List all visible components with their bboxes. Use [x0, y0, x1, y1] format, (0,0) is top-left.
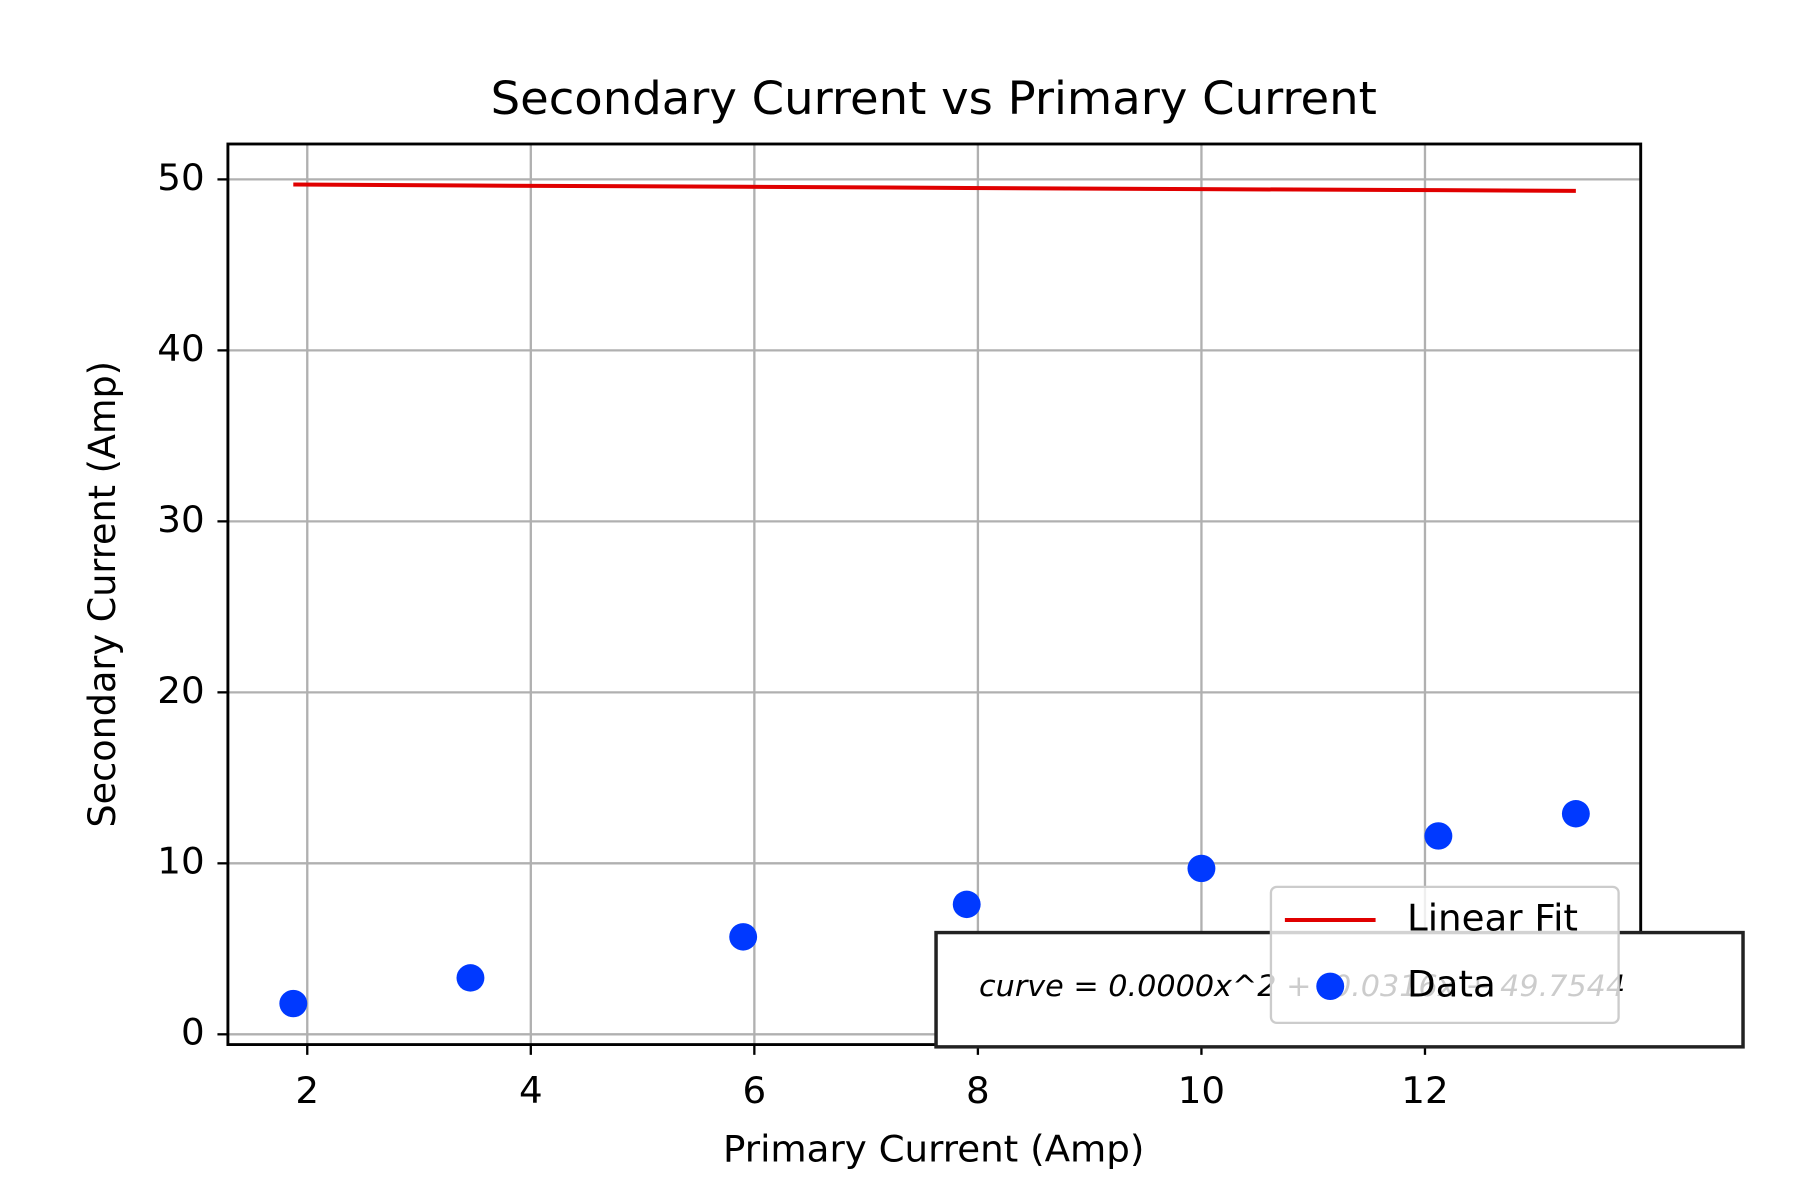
x-tick-label: 2: [295, 1069, 319, 1112]
data-point: [729, 923, 758, 951]
data-point: [456, 964, 485, 992]
legend-label: Data: [1407, 963, 1496, 1006]
y-axis-label: Secondary Current (Amp): [81, 361, 124, 827]
x-tick-label: 6: [743, 1069, 767, 1112]
x-tick-label: 10: [1178, 1069, 1225, 1112]
x-tick-label: 8: [966, 1069, 990, 1112]
y-tick-label: 10: [157, 840, 204, 883]
y-tick-label: 20: [157, 669, 204, 712]
data-point: [952, 890, 981, 919]
chart-title: Secondary Current vs Primary Current: [491, 71, 1377, 125]
y-tick-label: 50: [157, 156, 204, 199]
data-point: [1187, 854, 1216, 883]
data-point: [1561, 800, 1590, 828]
data-point: [279, 989, 308, 1018]
fit-line: [293, 182, 1576, 193]
x-axis-label: Primary Current (Amp): [723, 1128, 1144, 1171]
data-point: [1424, 822, 1453, 850]
legend-marker: [1316, 972, 1345, 1000]
y-tick-label: 0: [181, 1011, 205, 1054]
x-tick-label: 12: [1401, 1069, 1448, 1112]
x-tick-label: 4: [519, 1069, 543, 1112]
y-tick-label: 40: [157, 327, 204, 370]
y-tick-label: 30: [157, 498, 204, 541]
legend-label: Linear Fit: [1407, 897, 1578, 940]
